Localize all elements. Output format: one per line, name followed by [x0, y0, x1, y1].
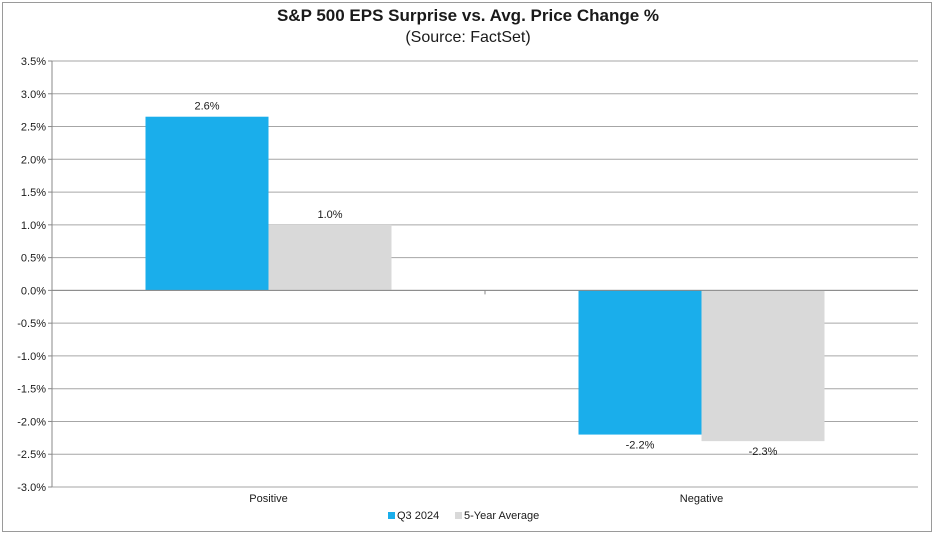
y-tick-label: 0.0%	[21, 285, 46, 297]
y-tick-label: 2.5%	[21, 122, 46, 134]
data-labels: 2.6% 1.0% -2.2% -2.3%	[194, 101, 777, 458]
y-axis-ticks: 3.5% 3.0% 2.5% 2.0% 1.5% 1.0% 0.5% 0.0% -0.5% -1.…	[17, 56, 52, 494]
bar-value-label: -2.3%	[749, 446, 778, 458]
y-tick-label: 0.5%	[21, 253, 46, 265]
bar-positive-q3-2024	[145, 116, 269, 291]
bar-value-label: -2.2%	[626, 440, 655, 452]
bar-negative-5-year-average	[701, 290, 825, 442]
x-axis-ticks: Positive Negative	[249, 290, 723, 505]
y-tick-label: 1.5%	[21, 187, 46, 199]
bar-negative-q3-2024	[578, 290, 702, 435]
y-tick-label: 3.5%	[21, 56, 46, 68]
bars	[145, 116, 825, 442]
legend: Q3 2024 5-Year Average	[388, 510, 539, 522]
x-category-label: Negative	[680, 493, 723, 505]
legend-swatch	[455, 512, 462, 519]
y-tick-label: 2.0%	[21, 154, 46, 166]
legend-swatch	[388, 512, 395, 519]
bar-value-label: 1.0%	[317, 209, 342, 221]
bar-positive-5-year-average	[268, 224, 392, 291]
y-tick-label: -3.0%	[17, 482, 46, 494]
legend-label: 5-Year Average	[464, 510, 539, 522]
y-tick-label: -0.5%	[17, 318, 46, 330]
y-tick-label: -2.0%	[17, 416, 46, 428]
y-tick-label: 1.0%	[21, 220, 46, 232]
legend-label: Q3 2024	[397, 510, 439, 522]
y-tick-label: 3.0%	[21, 89, 46, 101]
y-tick-label: -2.5%	[17, 449, 46, 461]
chart-subtitle: (Source: FactSet)	[405, 29, 531, 46]
y-tick-label: -1.5%	[17, 384, 46, 396]
y-tick-label: -1.0%	[17, 351, 46, 363]
chart-title: S&P 500 EPS Surprise vs. Avg. Price Chan…	[276, 6, 660, 25]
x-category-label: Positive	[249, 493, 288, 505]
bar-value-label: 2.6%	[194, 101, 219, 113]
